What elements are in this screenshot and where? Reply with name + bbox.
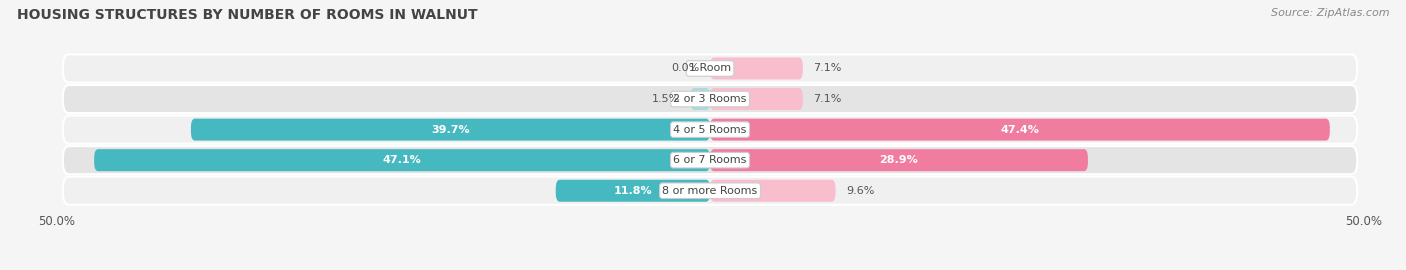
Text: 47.4%: 47.4% — [1001, 124, 1039, 135]
Text: 8 or more Rooms: 8 or more Rooms — [662, 186, 758, 196]
FancyBboxPatch shape — [94, 149, 710, 171]
Text: 28.9%: 28.9% — [880, 155, 918, 165]
FancyBboxPatch shape — [710, 88, 803, 110]
Text: 1.5%: 1.5% — [652, 94, 681, 104]
Text: 2 or 3 Rooms: 2 or 3 Rooms — [673, 94, 747, 104]
FancyBboxPatch shape — [710, 119, 1330, 141]
Text: 39.7%: 39.7% — [432, 124, 470, 135]
Text: 6 or 7 Rooms: 6 or 7 Rooms — [673, 155, 747, 165]
Text: Source: ZipAtlas.com: Source: ZipAtlas.com — [1271, 8, 1389, 18]
FancyBboxPatch shape — [710, 58, 803, 79]
FancyBboxPatch shape — [63, 177, 1357, 205]
FancyBboxPatch shape — [63, 116, 1357, 144]
Text: HOUSING STRUCTURES BY NUMBER OF ROOMS IN WALNUT: HOUSING STRUCTURES BY NUMBER OF ROOMS IN… — [17, 8, 478, 22]
FancyBboxPatch shape — [63, 146, 1357, 174]
FancyBboxPatch shape — [63, 55, 1357, 83]
Text: 11.8%: 11.8% — [613, 186, 652, 196]
FancyBboxPatch shape — [555, 180, 710, 202]
Text: 1 Room: 1 Room — [689, 63, 731, 73]
FancyBboxPatch shape — [710, 149, 1088, 171]
Text: 7.1%: 7.1% — [813, 94, 842, 104]
FancyBboxPatch shape — [191, 119, 710, 141]
Text: 0.0%: 0.0% — [671, 63, 700, 73]
Text: 4 or 5 Rooms: 4 or 5 Rooms — [673, 124, 747, 135]
Text: 47.1%: 47.1% — [382, 155, 422, 165]
Text: 7.1%: 7.1% — [813, 63, 842, 73]
Text: 9.6%: 9.6% — [846, 186, 875, 196]
FancyBboxPatch shape — [710, 180, 835, 202]
FancyBboxPatch shape — [63, 85, 1357, 113]
FancyBboxPatch shape — [690, 88, 710, 110]
